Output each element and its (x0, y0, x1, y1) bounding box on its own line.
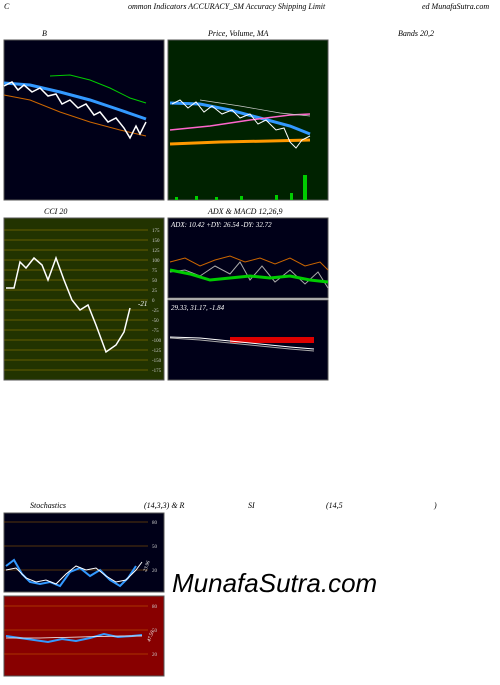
tick-label: 50 (152, 545, 158, 550)
tick-label: 50 (152, 279, 158, 284)
cci-panel (3, 217, 165, 381)
header-right: ed MunafaSutra.com (422, 2, 489, 11)
tick-label: -100 (152, 339, 162, 344)
macd-histogram (230, 337, 314, 343)
upper-band (49, 74, 147, 104)
panel-title: Price, Volume, MA (207, 29, 269, 38)
tick-label: -75 (152, 329, 159, 334)
tick-label: 0 (152, 299, 155, 304)
middle-band (3, 81, 147, 121)
adx-line (169, 268, 329, 284)
tick-label: -25 (152, 309, 159, 314)
tick-label: 50 (152, 629, 158, 634)
tick-label: 150 (152, 239, 160, 244)
panel-title: SI (248, 501, 255, 510)
adx-panel (167, 217, 329, 299)
price-line (171, 99, 311, 149)
rsi-value: 47.50 (147, 630, 156, 643)
ma-line (169, 101, 311, 136)
tick-label: -50 (152, 319, 159, 324)
volume-bars (175, 175, 307, 200)
panel-title: ADX & MACD 12,26,9 (207, 207, 282, 216)
watermark: MunafaSutra.com (172, 568, 377, 598)
header-title: ommon Indicators ACCURACY_SM Accuracy Sh… (128, 2, 326, 11)
tick-label: 20 (152, 653, 158, 658)
ma-line (199, 99, 311, 117)
tick-label: 175 (152, 229, 160, 234)
tick-label: 80 (152, 605, 158, 610)
header-left: C (4, 2, 10, 11)
stoch-d (5, 561, 143, 585)
tick-label: -175 (152, 369, 162, 374)
panel-title: (14,5 (326, 501, 343, 510)
tick-label: 75 (152, 269, 158, 274)
lower-band (3, 94, 147, 137)
panel-title: CCI 20 (44, 207, 67, 216)
tick-label: 125 (152, 249, 160, 254)
stoch-value: 23.96 (143, 560, 152, 573)
tick-label: 25 (152, 289, 158, 294)
panel-title: B (42, 29, 47, 38)
adx-readout: ADX: 10.42 +DY: 26.54 -DY: 32.72 (170, 221, 272, 229)
ma-line (169, 138, 311, 146)
panel-title: (14,3,3) & R (144, 501, 185, 510)
signal-line (169, 337, 315, 352)
stoch-panel (3, 512, 165, 593)
cci-line (6, 255, 131, 354)
price-line (3, 81, 147, 140)
rsi-avg (6, 635, 142, 639)
macd-line (169, 336, 315, 350)
tick-label: -125 (152, 349, 162, 354)
panel-title: ) (433, 501, 437, 510)
panel-title: Bands 20,2 (398, 29, 434, 38)
panel-title: Stochastics (30, 501, 66, 510)
tick-label: 100 (152, 259, 160, 264)
tick-label: 20 (152, 569, 158, 574)
adx-plus (169, 255, 329, 271)
macd-readout: 29.33, 31.17, -1.84 (171, 304, 225, 312)
tick-label: 80 (152, 521, 158, 526)
rsi-line (5, 632, 143, 644)
cci-value: -21 (138, 300, 147, 308)
tick-label: -150 (152, 359, 162, 364)
